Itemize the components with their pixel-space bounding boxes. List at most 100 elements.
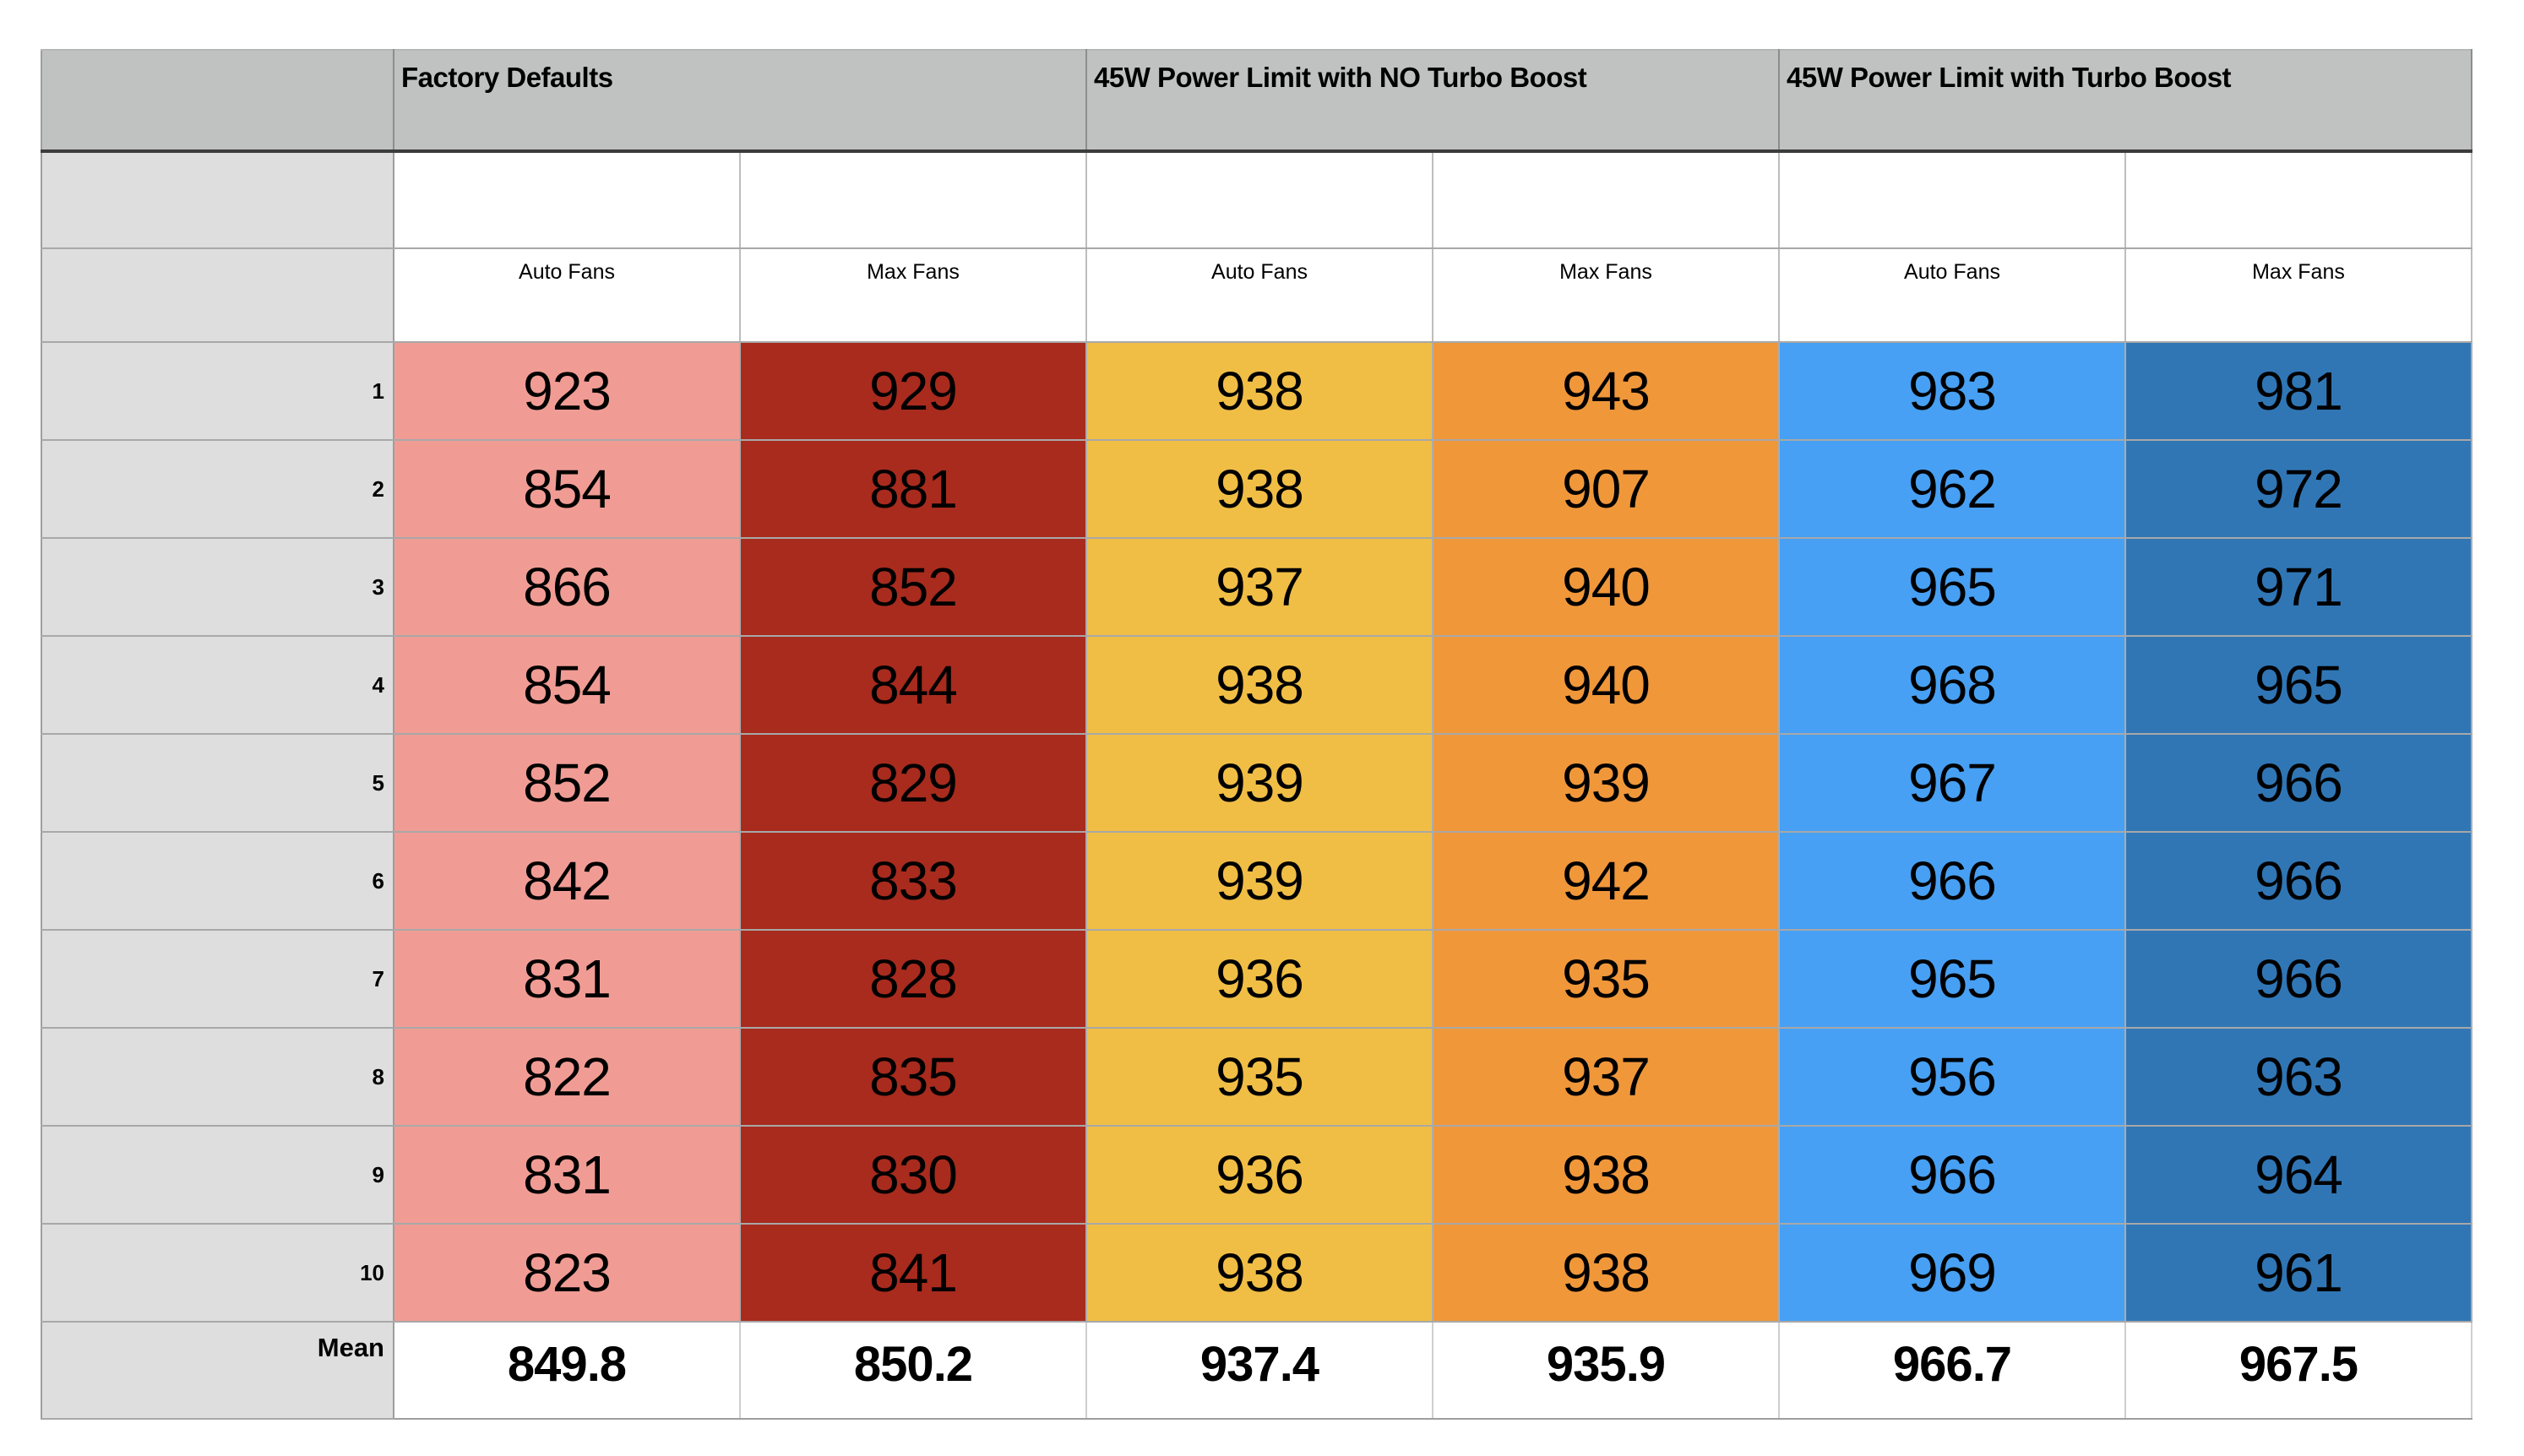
data-cell[interactable]: 938 [1086, 636, 1433, 735]
data-cell[interactable]: 935 [1086, 1028, 1433, 1127]
empty-row-label-cell[interactable] [41, 151, 394, 249]
header-corner-cell[interactable] [41, 50, 394, 153]
data-cell[interactable]: 841 [740, 1224, 1087, 1323]
data-cell[interactable]: 983 [1779, 342, 2126, 441]
data-cell[interactable]: 937 [1433, 1028, 1780, 1127]
data-cell[interactable]: 828 [740, 930, 1087, 1029]
data-cell[interactable]: 964 [2125, 1126, 2472, 1225]
table-row: 9 831 830 936 938 966 964 [41, 1126, 2472, 1225]
table-row: 5 852 829 939 939 967 966 [41, 734, 2472, 833]
subheader-auto-fans[interactable]: Auto Fans [1086, 248, 1433, 343]
data-cell[interactable]: 939 [1433, 734, 1780, 833]
data-cell[interactable]: 831 [394, 930, 741, 1029]
subheader-auto-fans[interactable]: Auto Fans [1779, 248, 2126, 343]
data-cell[interactable]: 940 [1433, 636, 1780, 735]
row-label[interactable]: 1 [41, 342, 394, 441]
data-cell[interactable]: 939 [1086, 734, 1433, 833]
mean-cell[interactable]: 966.7 [1779, 1322, 2126, 1420]
data-cell[interactable]: 936 [1086, 930, 1433, 1029]
data-cell[interactable]: 972 [2125, 440, 2472, 539]
data-cell[interactable]: 966 [2125, 832, 2472, 931]
data-cell[interactable]: 935 [1433, 930, 1780, 1029]
subheader-max-fans[interactable]: Max Fans [2125, 248, 2472, 343]
row-label[interactable]: 5 [41, 734, 394, 833]
data-cell[interactable]: 854 [394, 440, 741, 539]
data-cell[interactable]: 962 [1779, 440, 2126, 539]
data-cell[interactable]: 830 [740, 1126, 1087, 1225]
table-row: 8 822 835 935 937 956 963 [41, 1028, 2472, 1127]
data-cell[interactable]: 936 [1086, 1126, 1433, 1225]
subheader-max-fans[interactable]: Max Fans [1433, 248, 1780, 343]
data-cell[interactable]: 852 [740, 538, 1087, 637]
row-label[interactable]: 10 [41, 1224, 394, 1323]
data-cell[interactable]: 968 [1779, 636, 2126, 735]
mean-cell[interactable]: 937.4 [1086, 1322, 1433, 1420]
data-cell[interactable]: 937 [1086, 538, 1433, 637]
data-cell[interactable]: 956 [1779, 1028, 2126, 1127]
data-cell[interactable]: 835 [740, 1028, 1087, 1127]
data-cell[interactable]: 938 [1086, 342, 1433, 441]
data-cell[interactable]: 966 [1779, 832, 2126, 931]
subheader-auto-fans[interactable]: Auto Fans [394, 248, 741, 343]
mean-cell[interactable]: 967.5 [2125, 1322, 2472, 1420]
data-cell[interactable]: 943 [1433, 342, 1780, 441]
row-label[interactable]: 9 [41, 1126, 394, 1225]
mean-cell[interactable]: 850.2 [740, 1322, 1087, 1420]
empty-cell[interactable] [1433, 151, 1780, 249]
data-cell[interactable]: 929 [740, 342, 1087, 441]
data-cell[interactable]: 967 [1779, 734, 2126, 833]
empty-cell[interactable] [394, 151, 741, 249]
row-label[interactable]: 2 [41, 440, 394, 539]
data-cell[interactable]: 822 [394, 1028, 741, 1127]
data-cell[interactable]: 907 [1433, 440, 1780, 539]
data-cell[interactable]: 966 [2125, 930, 2472, 1029]
empty-cell[interactable] [740, 151, 1087, 249]
data-cell[interactable]: 942 [1433, 832, 1780, 931]
data-cell[interactable]: 938 [1086, 440, 1433, 539]
data-cell[interactable]: 965 [1779, 538, 2126, 637]
row-label[interactable]: 8 [41, 1028, 394, 1127]
data-cell[interactable]: 881 [740, 440, 1087, 539]
data-cell[interactable]: 866 [394, 538, 741, 637]
data-cell[interactable]: 923 [394, 342, 741, 441]
data-cell[interactable]: 969 [1779, 1224, 2126, 1323]
row-label[interactable]: 6 [41, 832, 394, 931]
row-label[interactable]: 3 [41, 538, 394, 637]
empty-cell[interactable] [2125, 151, 2472, 249]
data-cell[interactable]: 829 [740, 734, 1087, 833]
data-cell[interactable]: 971 [2125, 538, 2472, 637]
fans-row-label-cell[interactable] [41, 248, 394, 343]
empty-cell[interactable] [1086, 151, 1433, 249]
group-header-45w-no-turbo[interactable]: 45W Power Limit with NO Turbo Boost [1086, 50, 1780, 153]
data-cell[interactable]: 844 [740, 636, 1087, 735]
group-header-45w-turbo[interactable]: 45W Power Limit with Turbo Boost [1779, 50, 2472, 153]
mean-row-label[interactable]: Mean [41, 1322, 394, 1420]
row-label[interactable]: 7 [41, 930, 394, 1029]
data-cell[interactable]: 833 [740, 832, 1087, 931]
data-cell[interactable]: 939 [1086, 832, 1433, 931]
data-cell[interactable]: 963 [2125, 1028, 2472, 1127]
data-cell[interactable]: 965 [1779, 930, 2126, 1029]
group-header-row: Factory Defaults 45W Power Limit with NO… [41, 50, 2472, 153]
data-cell[interactable]: 961 [2125, 1224, 2472, 1323]
data-cell[interactable]: 852 [394, 734, 741, 833]
data-cell[interactable]: 938 [1086, 1224, 1433, 1323]
data-cell[interactable]: 966 [1779, 1126, 2126, 1225]
data-cell[interactable]: 981 [2125, 342, 2472, 441]
row-label[interactable]: 4 [41, 636, 394, 735]
data-cell[interactable]: 940 [1433, 538, 1780, 637]
empty-cell[interactable] [1779, 151, 2126, 249]
subheader-max-fans[interactable]: Max Fans [740, 248, 1087, 343]
data-cell[interactable]: 966 [2125, 734, 2472, 833]
data-cell[interactable]: 938 [1433, 1126, 1780, 1225]
mean-cell[interactable]: 849.8 [394, 1322, 741, 1420]
mean-cell[interactable]: 935.9 [1433, 1322, 1780, 1420]
data-cell[interactable]: 854 [394, 636, 741, 735]
data-cell[interactable]: 842 [394, 832, 741, 931]
mean-row: Mean 849.8 850.2 937.4 935.9 966.7 967.5 [41, 1322, 2472, 1420]
data-cell[interactable]: 938 [1433, 1224, 1780, 1323]
data-cell[interactable]: 965 [2125, 636, 2472, 735]
data-cell[interactable]: 831 [394, 1126, 741, 1225]
data-cell[interactable]: 823 [394, 1224, 741, 1323]
group-header-factory-defaults[interactable]: Factory Defaults [394, 50, 1087, 153]
